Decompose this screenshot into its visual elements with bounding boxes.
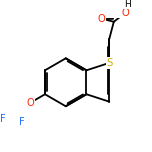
Text: F: F xyxy=(0,114,6,124)
Text: S: S xyxy=(106,58,112,68)
Text: H: H xyxy=(124,0,131,9)
Text: O: O xyxy=(26,98,34,108)
Text: O: O xyxy=(98,14,106,24)
Text: F: F xyxy=(19,117,25,127)
Text: O: O xyxy=(121,8,129,18)
